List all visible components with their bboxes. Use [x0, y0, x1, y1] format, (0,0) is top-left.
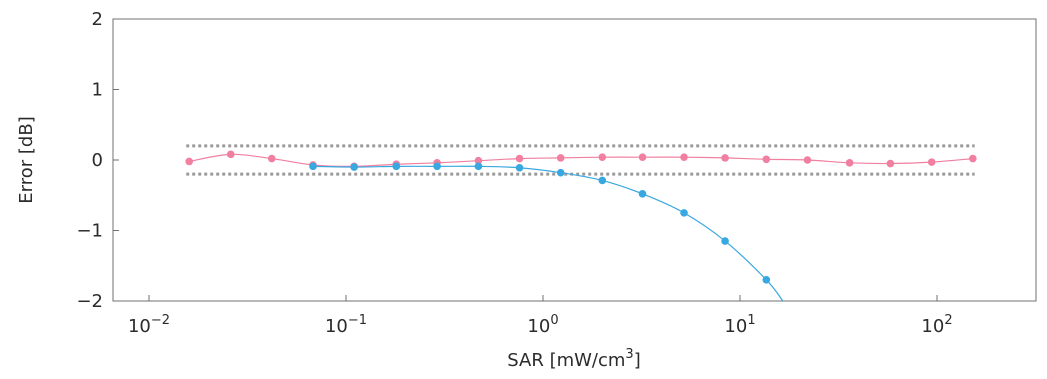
y-tick-label-1: 1 [92, 80, 103, 101]
series-2-point [309, 162, 317, 171]
series-1-point [886, 159, 895, 168]
series-1-point [474, 156, 483, 165]
series-1-point [680, 153, 688, 161]
series-1-point [185, 157, 194, 166]
series-2-point [433, 162, 441, 171]
series-2-point [556, 168, 565, 177]
series-2-point [680, 209, 688, 217]
series-1-point [267, 154, 276, 163]
series-1-point [598, 153, 607, 161]
y-tick-label-neg2: −2 [76, 291, 103, 312]
x-tick-label-1e1: 101 [724, 313, 755, 337]
series-2-point [638, 190, 647, 198]
series-1-point [638, 153, 647, 161]
y-axis-title: Error [dB] [16, 116, 37, 203]
y-axis: 2 1 0 −1 −2 [76, 9, 119, 312]
series-2-point [762, 276, 771, 284]
series-2-point [350, 163, 358, 171]
y-tick-label-2: 2 [92, 9, 103, 30]
series-1-point [226, 150, 235, 159]
series-1-point [515, 154, 524, 163]
series-2-point [515, 163, 524, 172]
y-tick-label-neg1: −1 [76, 221, 103, 242]
series-1-point [969, 154, 977, 163]
x-tick-label-1e2: 102 [921, 313, 952, 337]
y-tick-label-0: 0 [92, 150, 103, 171]
plot-area [112, 18, 1037, 302]
series-1-point [803, 156, 812, 164]
series-layer [185, 150, 977, 301]
series-1-point [762, 155, 771, 164]
x-axis: 10−2 10−1 100 101 102 [128, 295, 953, 337]
series-2-point [598, 176, 607, 185]
series-1-point [845, 159, 854, 167]
x-tick-label-1e0: 100 [527, 313, 558, 337]
series-2-point [474, 162, 483, 171]
series-2-point [392, 162, 401, 171]
x-tick-label-1e-2: 10−2 [128, 313, 170, 337]
x-axis-title: SAR [mW/cm3] [507, 347, 640, 371]
series-1-point [927, 158, 936, 166]
series-2-point [721, 237, 729, 245]
series-1-point [721, 154, 729, 162]
x-tick-label-1e-1: 10−1 [325, 313, 367, 337]
series-1-point [556, 154, 565, 162]
